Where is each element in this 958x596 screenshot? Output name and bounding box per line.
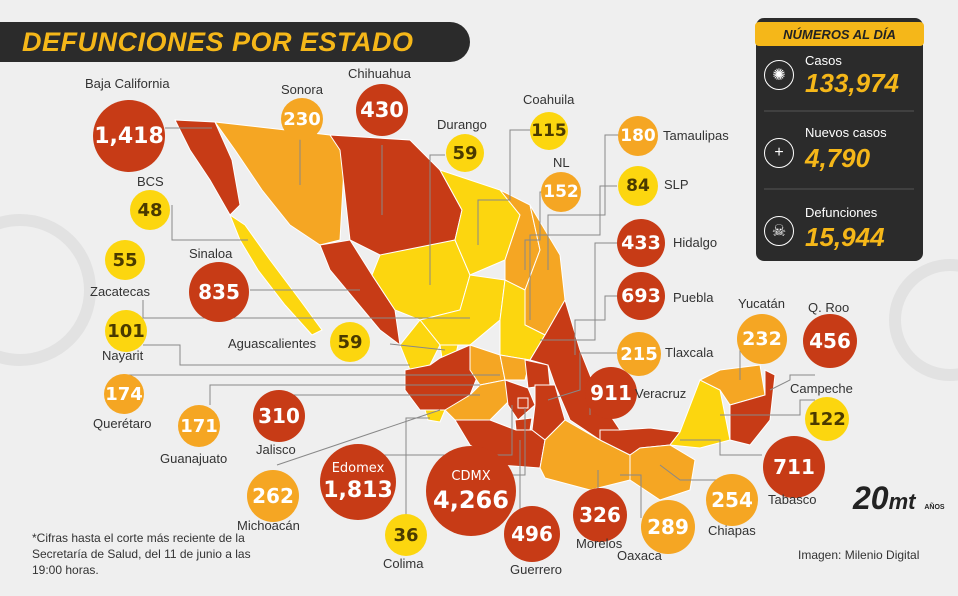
bubble-queretaro: 174 xyxy=(104,374,144,414)
label-coahuila: Coahuila xyxy=(523,92,575,107)
bubble-tamaulipas: 180 xyxy=(618,116,658,156)
bubble-michoacan: 262 xyxy=(247,470,299,522)
label-puebla: Puebla xyxy=(673,290,714,305)
label-edomex: Edomex xyxy=(331,461,385,476)
label-guerrero: Guerrero xyxy=(510,562,563,577)
bubble-jalisco: 310 xyxy=(253,390,305,442)
label-michoacan: Michoacán xyxy=(237,518,300,533)
bubble-nayarit: 101 xyxy=(105,310,147,352)
logo-brand: mt xyxy=(888,489,916,514)
bubble-hidalgo: 433 xyxy=(617,219,665,267)
label-queretaro: Querétaro xyxy=(93,416,152,431)
state-cdmx xyxy=(517,397,529,409)
bubble-sonora: 230 xyxy=(281,98,323,140)
bubble-bcs: 48 xyxy=(130,190,170,230)
label-veracruz: Veracruz xyxy=(635,386,687,401)
bubble-tabasco: 711 xyxy=(763,436,825,498)
separator-line xyxy=(764,110,914,112)
state-qroo xyxy=(729,369,776,446)
bubble-durango: 59 xyxy=(446,134,484,172)
stat-label-casos: Casos xyxy=(805,53,842,68)
state-chihuahua xyxy=(329,134,463,256)
state-jalisco xyxy=(404,344,481,411)
state-baja-california xyxy=(174,119,241,216)
bubble-slp: 84 xyxy=(618,166,658,206)
bubble-campeche: 122 xyxy=(805,397,849,441)
label-tabasco: Tabasco xyxy=(768,492,817,507)
bubble-sinaloa: 835 xyxy=(189,262,249,322)
bubble-aguascalientes: 59 xyxy=(330,322,370,362)
label-aguascalientes: Aguascalientes xyxy=(228,336,317,351)
page-title: DEFUNCIONES POR ESTADO xyxy=(22,27,414,57)
bubble-puebla: 693 xyxy=(617,272,665,320)
label-guanajuato: Guanajuato xyxy=(160,451,228,466)
label-morelos: Morelos xyxy=(576,536,623,551)
stat-value-casos: 133,974 xyxy=(805,68,899,98)
bubble-colima: 36 xyxy=(385,514,427,556)
label-qroo: Q. Roo xyxy=(808,300,850,315)
state-bcs xyxy=(228,213,323,336)
stat-label-defunciones: Defunciones xyxy=(805,205,878,220)
label-jalisco: Jalisco xyxy=(256,442,296,457)
bubble-qroo: 456 xyxy=(803,314,857,368)
state-chiapas xyxy=(629,444,696,501)
label-oaxaca: Oaxaca xyxy=(617,548,662,563)
stat-value-nuevos-casos: 4,790 xyxy=(805,143,871,173)
label-chiapas: Chiapas xyxy=(708,523,756,538)
label-yucatan: Yucatán xyxy=(738,296,785,311)
state-morelos xyxy=(514,417,533,431)
stats-panel-header: NÚMEROS AL DÍA xyxy=(755,22,924,46)
brand-logo: 20mt AÑOS xyxy=(853,480,945,517)
label-chihuahua: Chihuahua xyxy=(348,66,411,81)
label-tamaulipas: Tamaulipas xyxy=(663,128,729,143)
virus-icon: ✺ xyxy=(764,60,794,90)
value-edomex: 1,813 xyxy=(323,478,393,503)
bubble-nl: 152 xyxy=(541,172,581,212)
footnote: *Cifras hasta el corte más reciente de l… xyxy=(32,531,251,577)
label-tlaxcala: Tlaxcala xyxy=(665,345,714,360)
bubble-tlaxcala: 215 xyxy=(617,332,661,376)
bubble-zacatecas: 55 xyxy=(105,240,145,280)
image-credit: Imagen: Milenio Digital xyxy=(798,548,920,562)
title-bar xyxy=(0,22,470,62)
label-sinaloa: Sinaloa xyxy=(189,246,233,261)
separator-line xyxy=(764,188,914,190)
bubble-chiapas: 254 xyxy=(706,474,758,526)
label-nl: NL xyxy=(553,155,570,170)
bubble-baja-california: 1,418 xyxy=(93,100,165,172)
bubble-yucatan: 232 xyxy=(737,314,787,364)
skull-icon: ☠ xyxy=(764,216,794,246)
label-durango: Durango xyxy=(437,117,487,132)
bubble-guerrero: 496 xyxy=(504,506,560,562)
bubble-chihuahua: 430 xyxy=(356,84,408,136)
label-bcs: BCS xyxy=(137,174,164,189)
bubble-cdmx: CDMX 4,266 xyxy=(426,446,516,536)
value-cdmx: 4,266 xyxy=(433,485,509,514)
state-queretaro xyxy=(499,354,531,381)
bubble-veracruz: 911 xyxy=(585,367,637,419)
label-sonora: Sonora xyxy=(281,82,323,97)
bubble-coahuila: 115 xyxy=(530,112,568,150)
bubble-edomex: Edomex 1,813 xyxy=(320,444,396,520)
label-zacatecas: Zacatecas xyxy=(90,284,150,299)
label-colima: Colima xyxy=(383,556,424,571)
label-slp: SLP xyxy=(664,177,689,192)
bubble-morelos: 326 xyxy=(573,488,627,542)
stat-value-defunciones: 15,944 xyxy=(805,222,885,252)
bubble-guanajuato: 171 xyxy=(178,405,220,447)
label-baja-california: Baja California xyxy=(85,76,170,91)
label-cdmx: CDMX xyxy=(451,468,491,484)
label-campeche: Campeche xyxy=(790,381,853,396)
stat-label-nuevos-casos: Nuevos casos xyxy=(805,125,887,140)
label-nayarit: Nayarit xyxy=(102,348,144,363)
logo-number: 20 xyxy=(853,480,889,516)
logo-sub: AÑOS xyxy=(924,504,945,511)
state-nayarit xyxy=(399,319,441,371)
bubble-oaxaca: 289 xyxy=(641,500,695,554)
label-hidalgo: Hidalgo xyxy=(673,235,718,250)
plus-icon: + xyxy=(764,138,794,168)
